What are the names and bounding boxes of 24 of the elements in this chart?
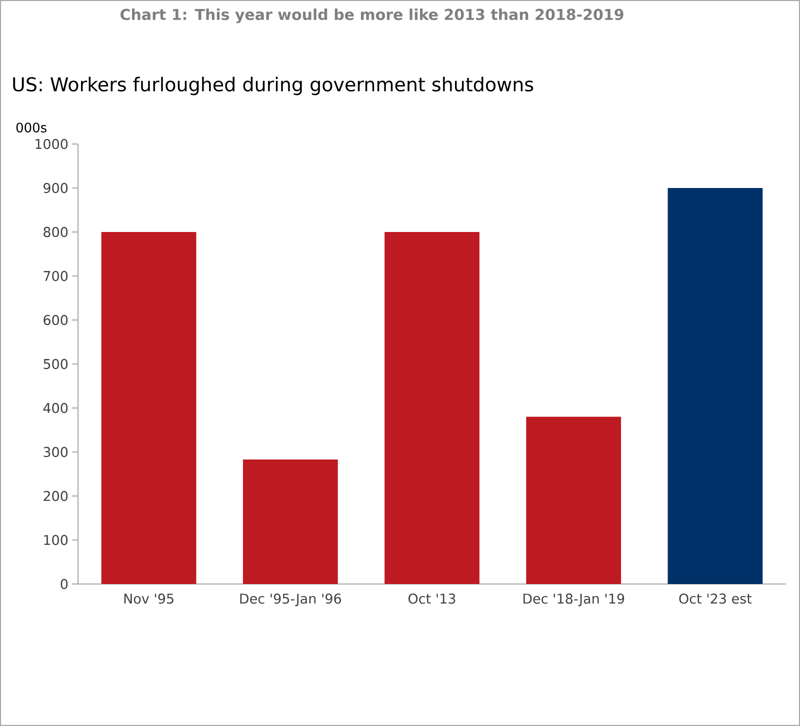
bar — [242, 459, 338, 584]
y-tick-label: 1000 — [36, 138, 68, 150]
bar — [101, 232, 196, 584]
x-tick-label: Dec '95-Jan '96 — [240, 594, 342, 606]
y-tick-label: 700 — [44, 270, 68, 282]
chart-subtitle: US: Workers furloughed during government shutdowns — [13, 76, 534, 96]
y-axis-title: 000s — [16, 122, 46, 132]
y-tick-label: 200 — [44, 490, 68, 502]
x-tick-label: Oct '13 — [408, 594, 456, 604]
y-tick-label: 0 — [60, 578, 68, 590]
x-tick-label: Oct '23 est — [679, 594, 752, 604]
y-tick-label: 100 — [44, 534, 68, 546]
x-tick-label: Dec '18-Jan '19 — [523, 594, 624, 606]
x-tick-label: Nov '95 — [124, 594, 174, 604]
y-tick-label: 400 — [43, 402, 68, 414]
chart-title: Chart 1: This year would be more like 2013 than 2018-2019 — [120, 8, 624, 24]
y-tick-label: 600 — [44, 314, 68, 326]
bar — [526, 416, 622, 584]
y-tick-label: 300 — [44, 446, 68, 458]
y-tick-label: 900 — [44, 182, 68, 194]
bar — [384, 232, 480, 584]
y-tick-label: 500 — [44, 358, 68, 370]
bar — [668, 188, 763, 584]
y-tick-label: 800 — [44, 226, 68, 238]
